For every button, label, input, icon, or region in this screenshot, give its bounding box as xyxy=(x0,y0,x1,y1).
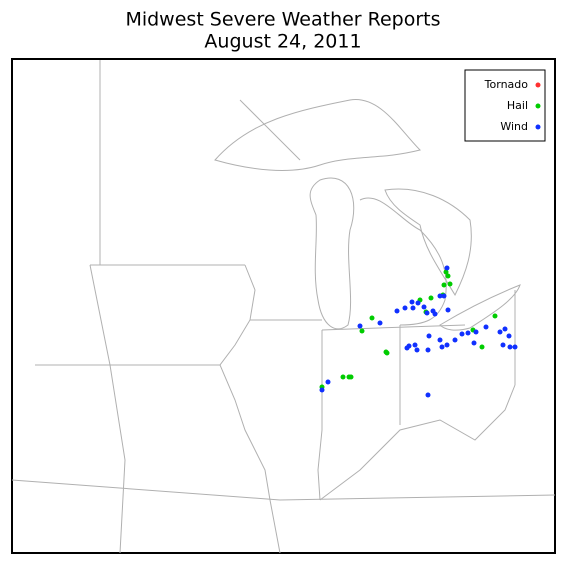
hail-report xyxy=(340,374,346,380)
wind-report xyxy=(437,337,443,343)
border xyxy=(11,479,281,501)
border xyxy=(219,264,281,554)
wind-report xyxy=(357,323,363,329)
hail-report xyxy=(428,295,434,301)
border xyxy=(317,330,323,501)
legend-swatch xyxy=(535,124,541,130)
wind-report xyxy=(425,392,431,398)
hail-report xyxy=(447,281,453,287)
wind-report xyxy=(404,345,410,351)
border xyxy=(89,264,111,366)
hail-report xyxy=(479,344,485,350)
wind-report xyxy=(414,347,420,353)
wind-report xyxy=(439,344,445,350)
hail-report xyxy=(445,273,451,279)
wind-report xyxy=(412,342,418,348)
wind-report xyxy=(507,344,513,350)
wind-report xyxy=(483,324,489,330)
wind-report xyxy=(377,320,383,326)
hail-report xyxy=(443,269,449,275)
wind-report xyxy=(410,305,416,311)
title: Midwest Severe Weather Reports xyxy=(125,9,440,31)
hail-report xyxy=(441,282,447,288)
border xyxy=(109,364,126,554)
legend-label: Tornado xyxy=(484,78,529,91)
border xyxy=(279,494,556,501)
wind-report xyxy=(402,305,408,311)
wind-report xyxy=(426,333,432,339)
lake-superior xyxy=(214,99,421,171)
lake-huron xyxy=(384,188,472,297)
legend-label: Wind xyxy=(500,120,528,133)
border xyxy=(319,384,516,501)
wind-report xyxy=(459,331,465,337)
legend: Tornado Hail Wind xyxy=(484,78,541,133)
hail-report xyxy=(492,313,498,319)
wind-report xyxy=(319,387,325,393)
wind-report xyxy=(415,300,421,306)
legend-swatch xyxy=(535,82,541,88)
wind-report xyxy=(452,337,458,343)
border xyxy=(239,99,301,161)
hail-report xyxy=(359,328,365,334)
wind-report xyxy=(421,304,427,310)
wind-report xyxy=(394,308,400,314)
wind-report xyxy=(502,326,508,332)
wind-report xyxy=(506,333,512,339)
wind-report xyxy=(437,293,443,299)
hail-report xyxy=(384,350,390,356)
legend-label: Hail xyxy=(507,99,528,112)
hail-report xyxy=(348,374,354,380)
wind-report xyxy=(512,344,518,350)
base-map xyxy=(11,60,556,554)
map-frame xyxy=(11,58,556,554)
wind-report xyxy=(425,347,431,353)
wind-report xyxy=(444,342,450,348)
wind-report xyxy=(471,340,477,346)
wind-report xyxy=(444,265,450,271)
wind-report xyxy=(424,310,430,316)
michigan-shore xyxy=(359,197,447,326)
wind-report xyxy=(325,379,331,385)
lake-michigan xyxy=(309,177,355,330)
wind-report xyxy=(465,330,471,336)
legend-box xyxy=(464,69,546,142)
subtitle: August 24, 2011 xyxy=(204,31,361,53)
wind-report xyxy=(445,307,451,313)
wind-report xyxy=(409,299,415,305)
hail-report xyxy=(369,315,375,321)
lake-erie xyxy=(439,284,521,331)
wind-report xyxy=(432,311,438,317)
legend-swatch xyxy=(535,103,541,109)
wind-report xyxy=(473,329,479,335)
reports xyxy=(319,265,518,398)
wind-report xyxy=(500,342,506,348)
wind-report xyxy=(497,329,503,335)
wind-report xyxy=(441,293,447,299)
